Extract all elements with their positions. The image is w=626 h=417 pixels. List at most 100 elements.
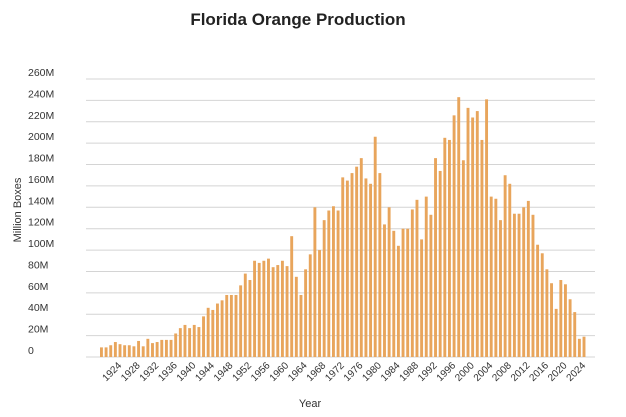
bar-1971 <box>336 210 340 357</box>
bar-2006 <box>499 220 502 357</box>
bars <box>100 97 586 358</box>
bar-1943 <box>206 307 210 357</box>
bar-1932 <box>155 342 159 357</box>
x-tick-label: 2020 <box>546 360 570 384</box>
bar-1960 <box>285 266 289 357</box>
bar-1925 <box>123 345 127 357</box>
bar-1988 <box>415 199 419 357</box>
bar-2003 <box>485 99 489 358</box>
bar-1930 <box>146 338 150 357</box>
x-tick-label: 2016 <box>528 360 552 384</box>
bar-1922 <box>109 345 113 357</box>
bar-1997 <box>457 97 461 357</box>
bar-1974 <box>350 173 354 357</box>
bar-2010 <box>517 213 521 357</box>
bar-1975 <box>355 166 359 357</box>
bar-1958 <box>276 265 280 357</box>
bar-1942 <box>202 316 205 357</box>
bar-1973 <box>345 180 349 357</box>
bar-2011 <box>522 207 526 357</box>
bar-2004 <box>489 196 493 357</box>
bar-2009 <box>512 213 516 357</box>
y-tick-label: 60M <box>28 281 48 293</box>
bar-2015 <box>540 253 544 357</box>
bar-1983 <box>392 230 396 357</box>
bar-2001 <box>475 111 479 357</box>
chart-title: Florida Orange Production <box>190 10 405 29</box>
bar-1956 <box>267 258 270 357</box>
x-tick-label: 1988 <box>398 360 422 384</box>
x-tick-label: 1968 <box>305 360 329 384</box>
x-axis-tick-labels: 1924192819321936194019441948195219561960… <box>101 360 589 384</box>
x-tick-label: 1964 <box>286 360 310 384</box>
bar-2017 <box>550 283 553 357</box>
bar-1935 <box>169 339 173 357</box>
bar-1931 <box>151 343 154 357</box>
bar-1961 <box>290 236 294 357</box>
bar-2013 <box>531 214 535 357</box>
bar-1978 <box>369 183 373 357</box>
bar-1987 <box>410 209 414 357</box>
bar-1990 <box>424 196 428 357</box>
bar-1955 <box>262 260 266 357</box>
bar-2018 <box>554 308 558 357</box>
x-tick-label: 1960 <box>268 360 292 384</box>
x-tick-label: 1956 <box>249 360 273 384</box>
x-tick-label: 1972 <box>323 360 347 384</box>
bar-1923 <box>113 342 117 357</box>
bar-2012 <box>526 200 530 357</box>
bar-2002 <box>480 139 484 357</box>
bar-1937 <box>178 328 182 357</box>
bar-1981 <box>383 224 386 357</box>
bar-1953 <box>253 260 257 357</box>
bar-1968 <box>322 220 326 357</box>
x-tick-label: 2024 <box>565 360 589 384</box>
x-tick-label: 1924 <box>101 360 125 384</box>
x-tick-label: 1944 <box>193 360 217 384</box>
bar-1926 <box>127 345 131 357</box>
bar-1985 <box>401 228 405 357</box>
bar-2024 <box>582 336 586 357</box>
bar-1938 <box>183 324 187 357</box>
bar-1962 <box>294 276 298 357</box>
x-tick-label: 1992 <box>416 360 440 384</box>
y-axis-tick-labels: 0 20M 40M 60M 80M 100M 120M 140M 160M 180M 200M 220… <box>28 67 54 357</box>
bar-2020 <box>564 284 567 357</box>
bar-1966 <box>313 207 317 357</box>
bar-1963 <box>299 294 303 357</box>
x-tick-label: 1976 <box>342 360 366 384</box>
bar-1991 <box>429 214 433 357</box>
bar-2014 <box>536 244 540 357</box>
y-tick-label: 20M <box>28 324 48 336</box>
bar-1993 <box>438 170 442 357</box>
y-tick-label: 40M <box>28 302 48 314</box>
bar-1927 <box>132 346 136 357</box>
y-tick-label: 100M <box>28 238 54 250</box>
bar-1989 <box>420 239 424 357</box>
bar-1929 <box>141 346 145 357</box>
bar-1979 <box>373 136 377 357</box>
bar-1945 <box>216 303 219 357</box>
bar-1970 <box>332 206 335 357</box>
bar-2016 <box>545 269 549 357</box>
bar-2023 <box>577 338 581 357</box>
x-tick-label: 1984 <box>379 360 403 384</box>
bar-2021 <box>568 299 572 357</box>
bar-1924 <box>118 344 122 357</box>
x-tick-label: 2004 <box>472 360 496 384</box>
bar-2022 <box>573 312 577 357</box>
bar-1928 <box>137 340 141 357</box>
bar-1944 <box>211 309 215 357</box>
bar-1950 <box>239 285 243 357</box>
bar-1939 <box>188 328 192 357</box>
bar-1992 <box>434 158 437 357</box>
bar-1948 <box>229 294 233 357</box>
y-tick-label: 140M <box>28 195 54 207</box>
bar-2005 <box>494 198 498 357</box>
bar-1972 <box>341 177 345 357</box>
x-tick-label: 1952 <box>231 360 255 384</box>
bar-1921 <box>104 347 108 357</box>
x-tick-label: 1980 <box>360 360 384 384</box>
y-tick-label: 160M <box>28 174 54 186</box>
x-tick-label: 1936 <box>156 360 180 384</box>
